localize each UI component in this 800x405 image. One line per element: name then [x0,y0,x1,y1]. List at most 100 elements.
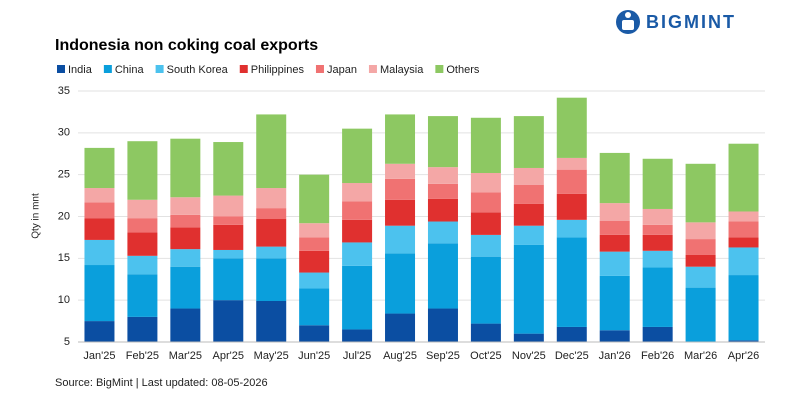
bar-segment [556,219,587,238]
bar-segment [556,97,587,158]
bar-segment [685,287,716,342]
y-tick-label: 10 [58,294,70,306]
bar-segment [342,201,373,220]
bar-segment [385,225,416,254]
x-tick-label: Mar'25 [169,350,202,362]
bar-segment [642,208,673,225]
bar-segment [599,251,630,276]
bar-segment [256,258,287,302]
bar-segment [685,163,716,223]
legend-label: Japan [327,64,357,76]
bar-segment [728,275,759,341]
bar-segment [127,199,158,219]
bar-segment [513,333,544,342]
bar-segment [213,195,244,217]
bar-segment [599,152,630,204]
bar-segment [127,255,158,275]
bar-segment [127,218,158,233]
bar-segment [599,330,630,342]
bar-segment [299,288,330,326]
bar-segment [342,242,373,266]
bar-segment [642,224,673,235]
bar-segment [299,250,330,273]
source-note: Source: BigMint | Last updated: 08-05-20… [55,377,268,389]
bar-segment [728,237,759,248]
bar-segment [84,202,115,219]
y-tick-label: 15 [58,252,70,264]
chart-title: Indonesia non coking coal exports [55,37,318,54]
legend-label: China [115,64,145,76]
legend-label: Others [446,64,480,76]
logo-icon-head [625,12,631,18]
y-tick-label: 25 [58,169,70,181]
legend-swatch [315,65,324,73]
bar-segment [342,183,373,202]
bar-segment [299,237,330,251]
x-tick-label: Oct'25 [470,350,501,362]
bar-segment [127,141,158,200]
bar-segment [213,216,244,225]
bar-segment [728,340,759,342]
bar-segment [84,265,115,322]
bar-segment [470,323,501,342]
bar-segment [642,267,673,327]
bar-segment [642,158,673,209]
bar-segment [84,147,115,189]
bar-segment [513,184,544,204]
bar-segment [513,167,544,185]
bar-segment [342,128,373,184]
bar-segment [84,218,115,240]
legend-label: South Korea [167,64,229,76]
legend-label: India [68,64,93,76]
bar-segment [299,174,330,224]
legend-swatch [155,65,164,73]
bar-segment [385,178,416,200]
bar-segment [127,274,158,317]
bar-segment [299,223,330,238]
bar-segment [385,199,416,226]
bar-segment [170,227,201,250]
bar-segment [470,212,501,235]
x-tick-label: May'25 [254,350,289,362]
bar-segment [685,239,716,255]
x-tick-label: Dec'25 [555,350,589,362]
y-tick-label: 5 [64,336,70,348]
bar-segment [470,256,501,324]
bar-segment [728,221,759,238]
legend-label: Malaysia [380,64,424,76]
bar-segment [213,142,244,196]
bar-segment [599,220,630,235]
bar-segment [127,232,158,256]
x-tick-label: Jan'26 [599,350,631,362]
legend-label: Philippines [251,64,305,76]
bar-segment [599,234,630,252]
logo: BIGMINT [616,10,736,34]
logo-text: BIGMINT [646,12,736,32]
bar-segment [427,198,458,222]
bar-segment [513,244,544,334]
bar-segment [385,163,416,179]
x-tick-label: Jul'25 [343,350,371,362]
bar-segment [256,219,287,247]
bar-segment [342,219,373,243]
bar-segment [170,197,201,215]
x-tick-label: Aug'25 [383,350,417,362]
bar-segment [642,250,673,268]
bar-segment [470,172,501,193]
bar-segment [513,225,544,245]
bar-segment [556,193,587,220]
bar-segment [342,265,373,330]
bar-segment [427,167,458,184]
bar-segment [427,243,458,309]
bar-segment [84,239,115,266]
bar-segment [342,329,373,342]
bar-segment [170,214,201,228]
legend-swatch [239,65,248,73]
bar-segment [728,247,759,276]
bar-segment [556,237,587,327]
x-tick-label: Nov'25 [512,350,546,362]
bar-segment [299,272,330,289]
bar-segment [213,300,244,342]
bar-segment [685,254,716,267]
